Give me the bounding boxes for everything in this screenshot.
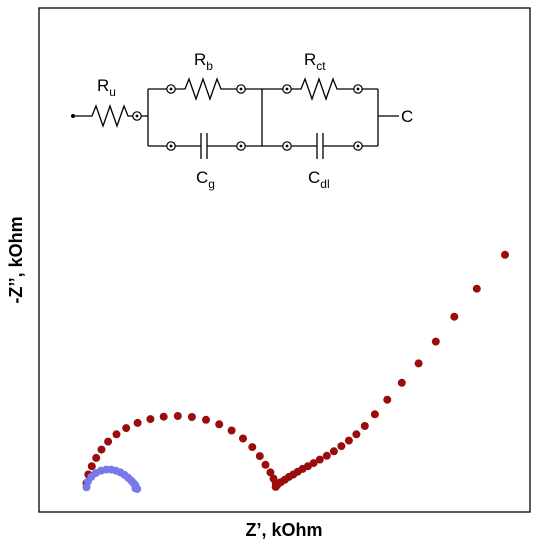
series-1-point <box>501 250 509 259</box>
series-1-point <box>337 442 346 451</box>
series-1-point <box>414 359 423 368</box>
equivalent-circuit-inset: Ru Rb Cg Rct Cdl C <box>71 50 413 191</box>
series-1-point <box>261 460 270 469</box>
series-1-point <box>92 453 101 462</box>
node-cg-right-dot <box>239 144 243 148</box>
series-1-point <box>472 284 481 293</box>
series-1-point <box>122 424 131 433</box>
series-1-point <box>133 418 142 427</box>
data-points <box>82 250 509 493</box>
series-1-point <box>431 337 440 346</box>
series-1-point <box>370 410 379 419</box>
series-1-point <box>159 412 168 421</box>
block-2-frame <box>262 88 399 147</box>
label-r-u: Ru <box>97 76 116 99</box>
node-rct-left-dot <box>285 87 289 91</box>
series-1-point <box>329 447 338 456</box>
series-1-point <box>360 422 369 430</box>
plot-frame <box>38 7 531 513</box>
series-1-point <box>248 443 257 452</box>
series-1-point <box>97 445 106 454</box>
series-1-point <box>383 395 392 404</box>
series-1-point <box>87 462 96 471</box>
x-axis-title: Z’, kOhm <box>245 520 322 540</box>
capacitor-c-dl <box>291 133 354 159</box>
node-cg-left-dot <box>169 144 173 148</box>
series-1-point <box>255 452 264 461</box>
y-axis-title: -Z’’, kOhm <box>6 216 26 303</box>
label-r-ct: Rct <box>304 50 326 73</box>
series-1-point <box>202 415 210 424</box>
series-1-point <box>112 430 121 439</box>
node-cdl-left-dot <box>285 144 289 148</box>
series-2-point <box>133 485 142 493</box>
series-1-point <box>187 413 196 421</box>
series-1-point <box>315 455 324 464</box>
capacitor-c-g <box>175 133 237 159</box>
label-r-b: Rb <box>194 50 213 73</box>
node-cdl-right-dot <box>356 144 360 148</box>
resistor-r-u <box>73 104 137 128</box>
node-rct-right-dot <box>356 87 360 91</box>
resistor-r-ct <box>291 77 354 101</box>
label-output: C <box>401 107 413 126</box>
label-c-dl: Cdl <box>308 168 330 191</box>
series-1-point <box>239 434 247 443</box>
series-1-point <box>397 378 406 387</box>
node-rb-right-dot <box>239 87 243 91</box>
series-1-point <box>450 312 459 321</box>
series-1-point <box>266 468 275 477</box>
series-1-point <box>173 412 182 420</box>
series-1-point <box>146 415 155 424</box>
label-c-g: Cg <box>196 168 215 191</box>
series-1-point <box>352 430 361 439</box>
junction-node-dot <box>135 114 139 118</box>
series-1-point <box>104 437 113 446</box>
block-1-frame <box>147 88 263 147</box>
series-1-point <box>215 420 224 429</box>
series-1-point <box>227 426 236 435</box>
resistor-r-b <box>175 77 237 101</box>
node-rb-left-dot <box>169 87 173 91</box>
series-1-point <box>344 436 353 445</box>
series-1-point <box>322 451 331 460</box>
series-1-point <box>309 459 318 468</box>
